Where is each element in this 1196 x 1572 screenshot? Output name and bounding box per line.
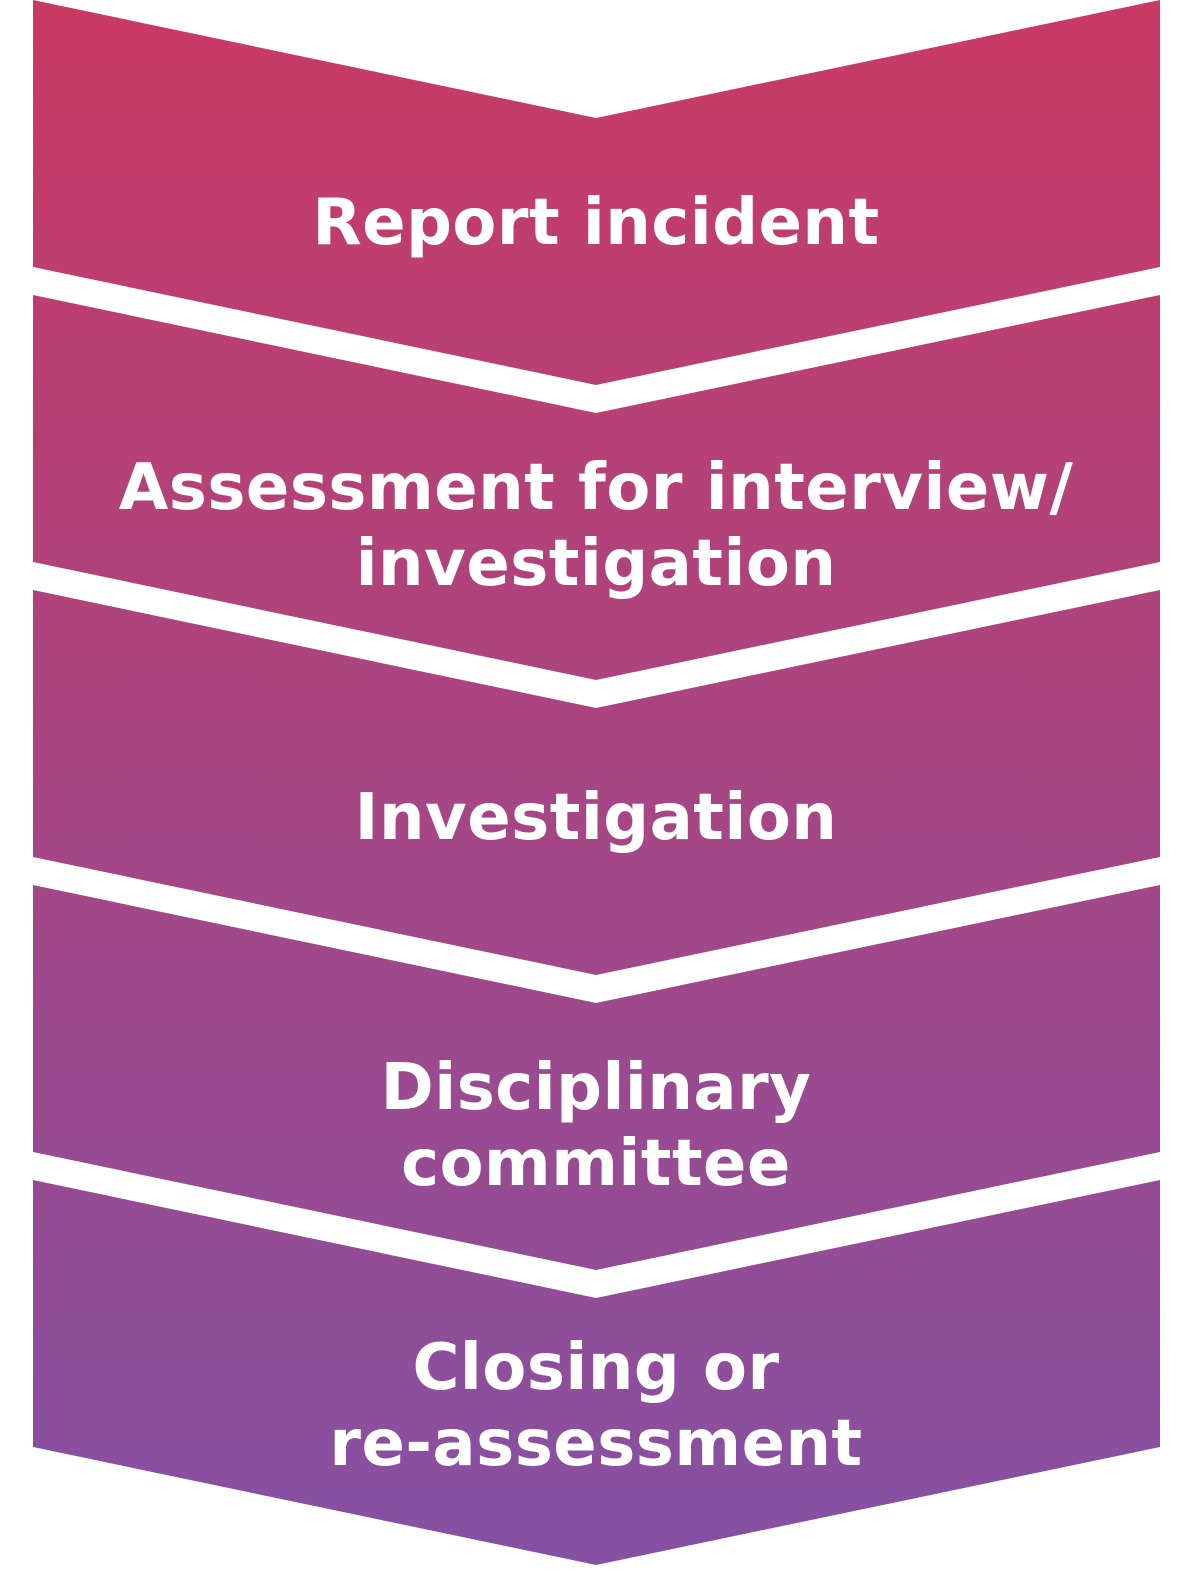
chevron-shape — [33, 0, 1160, 385]
process-step-3: Investigation — [33, 590, 1160, 975]
chevron-shape — [33, 1180, 1160, 1565]
step-label-line: re-assessment — [329, 1407, 862, 1481]
step-label-line: Disciplinary — [381, 1051, 812, 1125]
process-step-1: Report incident — [33, 0, 1160, 385]
process-step-2: Assessment for interview/investigation — [33, 295, 1160, 680]
step-label-line: investigation — [356, 527, 837, 601]
chevron-shape — [33, 295, 1160, 680]
step-label-line: Report incident — [312, 186, 879, 260]
step-label-line: Assessment for interview/ — [119, 451, 1074, 525]
step-label-line: Investigation — [355, 781, 838, 855]
step-label-line: committee — [401, 1127, 791, 1201]
chevron-shape — [33, 590, 1160, 975]
step-label-line: Closing or — [412, 1331, 779, 1405]
chevron-shape — [33, 885, 1160, 1270]
